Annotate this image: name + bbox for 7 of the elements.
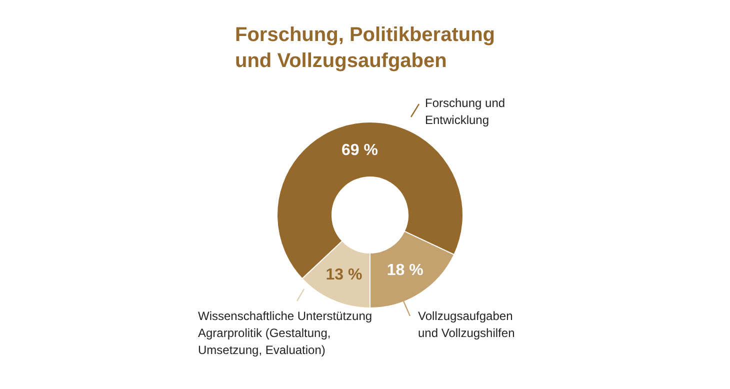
chart-title: Forschung, Politikberatung und Vollzugsaufgaben (235, 23, 496, 74)
slice-label: Wissenschaftliche Unterstützung Agrarprolitik (Gestaltung, Umsetzung, Evaluation) (198, 308, 374, 359)
slice-label: Forschung und Entwicklung (425, 95, 506, 129)
slice-label: Vollzugsaufgaben und Vollzugshilfen (418, 308, 516, 342)
data-label: 13 % (326, 266, 362, 284)
data-label: 18 % (386, 262, 424, 279)
data-label: 69 % (342, 142, 378, 159)
